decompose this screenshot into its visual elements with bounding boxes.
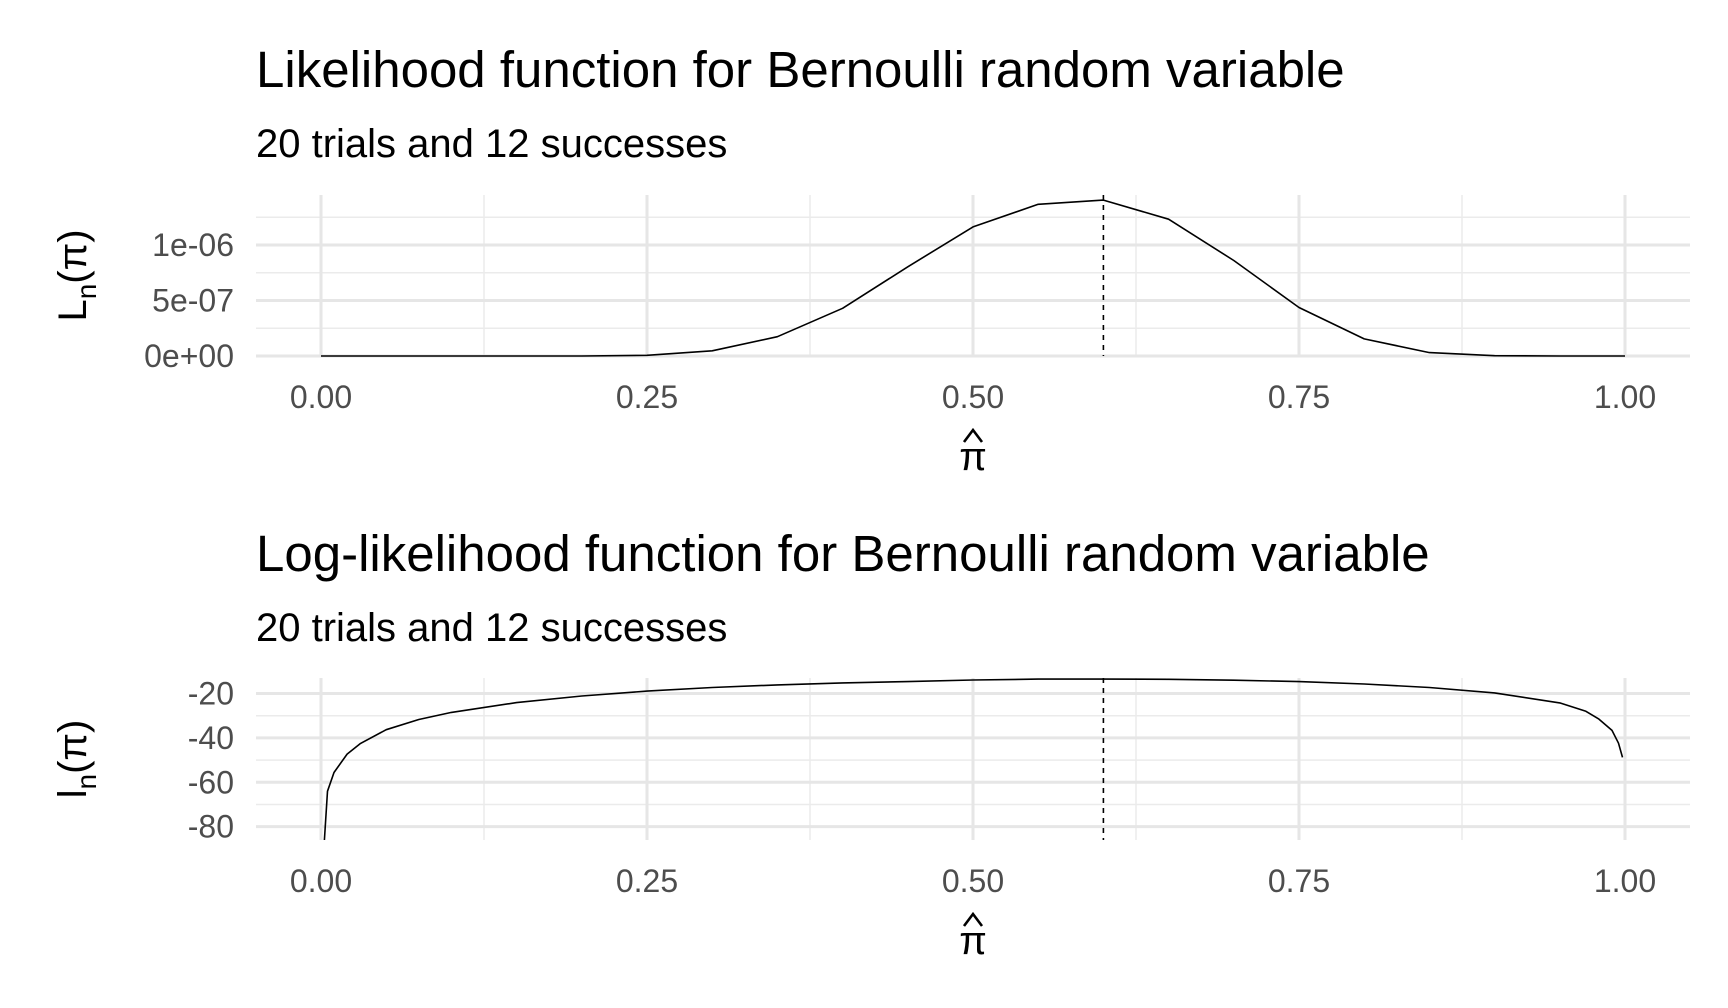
y-tick-label: -40 — [188, 720, 234, 756]
x-axis-title: π — [959, 427, 987, 479]
svg-text:ln(π): ln(π) — [51, 720, 102, 799]
chart-subtitle: 20 trials and 12 successes — [256, 122, 728, 166]
y-tick-label: 0e+00 — [144, 338, 234, 374]
x-tick-label: 0.00 — [290, 379, 352, 415]
x-axis-title: π — [959, 911, 987, 963]
x-tick-label: 0.50 — [942, 863, 1004, 899]
x-tick-label: 0.75 — [1268, 379, 1330, 415]
y-tick-label: -20 — [188, 676, 234, 712]
x-tick-label: 0.00 — [290, 863, 352, 899]
x-tick-label: 1.00 — [1594, 379, 1656, 415]
svg-text:π: π — [959, 435, 987, 479]
x-tick-label: 0.50 — [942, 379, 1004, 415]
x-tick-label: 1.00 — [1594, 863, 1656, 899]
chart-title: Likelihood function for Bernoulli random… — [256, 41, 1345, 98]
x-tick-label: 0.25 — [616, 863, 678, 899]
y-axis-title: ln(π) — [51, 720, 102, 799]
svg-text:Ln(π): Ln(π) — [51, 229, 102, 321]
y-tick-label: -80 — [188, 809, 234, 845]
x-tick-label: 0.25 — [616, 379, 678, 415]
y-tick-label: 1e-06 — [152, 227, 234, 263]
y-axis-title: Ln(π) — [51, 229, 102, 321]
series-line — [323, 678, 1624, 841]
likelihood-panel: Likelihood function for Bernoulli random… — [0, 0, 1728, 480]
series-line — [321, 199, 1625, 357]
y-tick-label: 5e-07 — [152, 282, 234, 318]
chart-title: Log-likelihood function for Bernoulli ra… — [256, 525, 1430, 582]
chart-subtitle: 20 trials and 12 successes — [256, 606, 728, 650]
x-tick-label: 0.75 — [1268, 863, 1330, 899]
y-tick-label: -60 — [188, 764, 234, 800]
svg-text:π: π — [959, 919, 987, 963]
